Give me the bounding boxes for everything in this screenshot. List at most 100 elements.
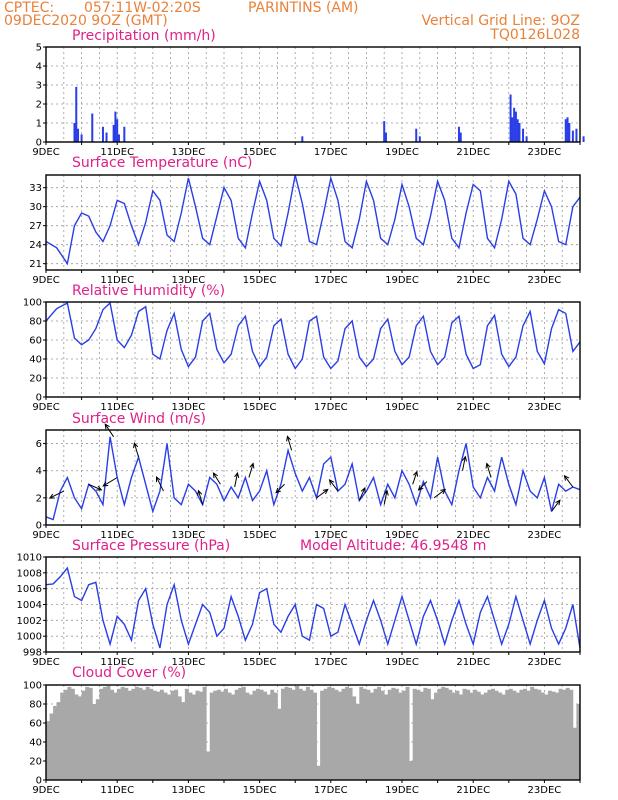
cloud-bar xyxy=(558,688,563,780)
wind-arrow-head xyxy=(383,489,389,496)
rh-panel: 0 20 40 60 80 100 9DEC 11DEC 13DEC 15DEC 17DEC 19DE… xyxy=(23,298,581,413)
cloud-title: Cloud Cover (%) xyxy=(72,665,186,681)
header-source: CPTEC: xyxy=(4,0,54,16)
wind-arrow-head xyxy=(155,476,161,483)
cloud-bar xyxy=(565,687,570,780)
cloud-bar xyxy=(152,690,157,780)
wind-arrow-head xyxy=(234,471,240,478)
wind-arrow xyxy=(275,483,285,494)
cloud-bar xyxy=(355,704,360,780)
cloud-bar xyxy=(555,692,560,780)
wind-arrow xyxy=(133,442,140,458)
cloud-bar xyxy=(309,689,314,780)
cloud-bar xyxy=(348,687,353,780)
cloud-bar xyxy=(547,690,552,780)
cloud-bar xyxy=(409,761,414,780)
precip-xtick-label: 21DEC xyxy=(456,147,490,158)
cloud-xtick-label: 17DEC xyxy=(314,785,348,796)
cloud-bar xyxy=(213,690,218,780)
precip-bar xyxy=(77,128,80,142)
wind-arrow xyxy=(248,463,254,478)
cloud-bar xyxy=(498,692,503,780)
cloud-bar xyxy=(494,690,499,780)
wind-ytick-label: 4 xyxy=(36,466,42,477)
wind-xtick-label: 23DEC xyxy=(528,530,562,541)
cloud-bar xyxy=(156,691,161,780)
cloud-bar xyxy=(505,689,510,780)
precip-bar xyxy=(91,113,94,142)
cloud-ytick-label: 20 xyxy=(29,757,42,768)
precip-bar xyxy=(511,117,514,142)
cloud-bar xyxy=(423,687,428,780)
precip-ytick-label: 5 xyxy=(36,43,42,54)
cloud-bar xyxy=(53,705,58,780)
wind-arrow xyxy=(329,479,339,492)
cloud-bar xyxy=(234,689,239,780)
cloud-bar xyxy=(227,692,232,780)
wind-xtick-label: 11DEC xyxy=(100,530,134,541)
cloud-bar xyxy=(78,696,82,780)
wind-arrow xyxy=(316,489,329,499)
cloud-bar xyxy=(113,692,118,780)
cloud-bar xyxy=(67,686,72,780)
cloud-bar xyxy=(551,691,556,780)
cloud-bar xyxy=(70,688,75,780)
wind-arrow xyxy=(234,472,238,488)
precip-bar xyxy=(73,123,76,142)
pres-xtick-label: 9DEC xyxy=(32,657,59,668)
pres-ytick-label: 1002 xyxy=(17,616,42,627)
cloud-bar xyxy=(412,688,417,780)
wind-xtick-label: 19DEC xyxy=(385,530,419,541)
wind-arrow xyxy=(486,463,492,478)
wind-arrow xyxy=(564,475,574,488)
cloud-bar xyxy=(387,689,392,780)
cloud-bar xyxy=(241,686,246,780)
pres-xtick-label: 13DEC xyxy=(172,657,206,668)
cloud-bar xyxy=(245,692,250,780)
precip-bar xyxy=(566,117,569,142)
cloud-bar xyxy=(270,689,275,780)
precip-ytick-label: 3 xyxy=(36,81,42,92)
cloud-bar xyxy=(117,688,122,780)
cloud-bar xyxy=(512,690,517,780)
cloud-bar xyxy=(46,721,50,780)
cloud-bar xyxy=(405,686,410,780)
cloud-bar xyxy=(540,692,545,780)
cloud-bar xyxy=(426,688,431,780)
temp-xtick-label: 9DEC xyxy=(32,275,59,286)
cloud-bar xyxy=(476,691,481,780)
cloud-bar xyxy=(576,704,581,780)
precip-bar xyxy=(383,121,386,142)
cloud-bar xyxy=(501,694,506,780)
cloud-bar xyxy=(110,689,115,780)
temp-xtick-label: 17DEC xyxy=(314,275,348,286)
cloud-bar xyxy=(238,687,243,780)
cloud-bar xyxy=(131,688,136,780)
precip-bar xyxy=(564,119,567,142)
pres-xtick-label: 19DEC xyxy=(385,657,419,668)
cloud-bar xyxy=(191,694,196,780)
cloud-bar xyxy=(491,688,495,780)
cloud-bar xyxy=(259,689,264,780)
precip-bar xyxy=(301,136,304,142)
cloud-bar xyxy=(466,689,471,780)
cloud-bar xyxy=(273,692,278,780)
wind-arrow-head xyxy=(461,455,468,462)
precip-bar xyxy=(112,124,115,142)
cloud-bar xyxy=(569,689,574,780)
cloud-bar xyxy=(49,713,54,780)
pres-ytick-label: 1006 xyxy=(17,584,42,595)
wind-arrow xyxy=(88,483,102,491)
cloud-bar xyxy=(448,689,453,780)
cloud-bar xyxy=(60,692,65,780)
wind-ytick-label: 6 xyxy=(36,439,42,450)
precip-ytick-label: 0 xyxy=(36,138,42,149)
temp-title: Surface Temperature (nC) xyxy=(72,155,253,171)
cloud-bar xyxy=(444,687,449,780)
precip-bar xyxy=(518,123,521,142)
pres-ytick-label: 998 xyxy=(23,648,42,659)
precip-title: Precipitation (mm/h) xyxy=(72,28,216,44)
cloud-bar xyxy=(416,689,421,780)
precip-ytick-label: 2 xyxy=(36,100,42,111)
pres-xtick-label: 11DEC xyxy=(100,657,134,668)
